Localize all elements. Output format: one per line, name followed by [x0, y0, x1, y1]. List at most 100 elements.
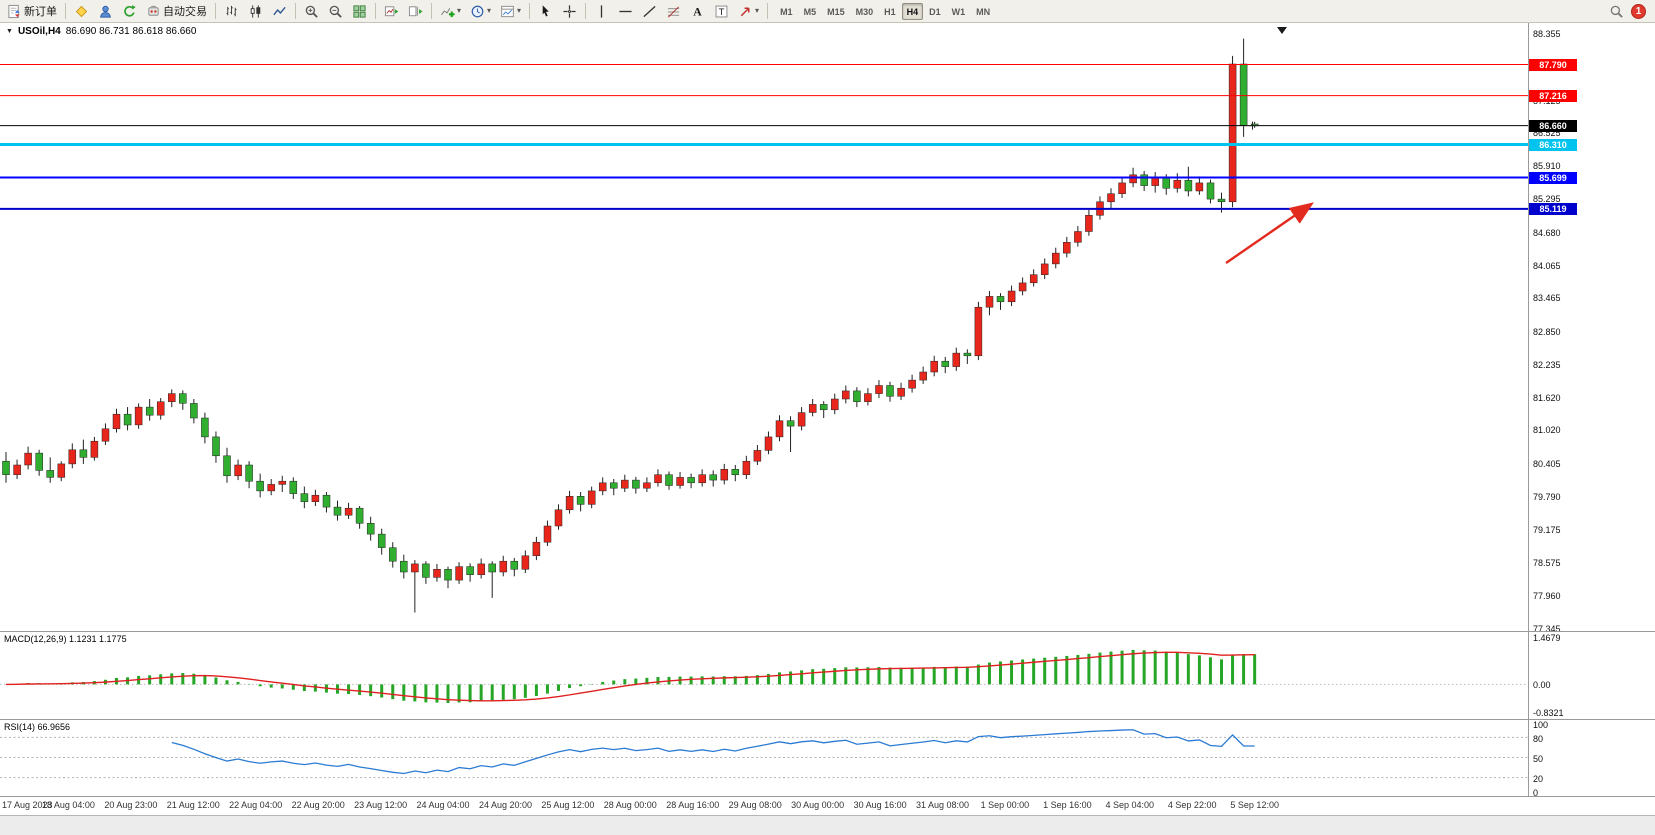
trendline-button[interactable] [638, 1, 661, 21]
price-axis-label: 79.175 [1533, 525, 1561, 536]
bar-chart-icon [224, 4, 239, 19]
timeframe-button-m5[interactable]: M5 [803, 6, 817, 17]
indicator-add-icon [440, 4, 455, 19]
vertical-line-icon [594, 4, 609, 19]
price-axis-label: 88.355 [1533, 29, 1561, 39]
date-axis-label: 17 Aug 2023 [2, 800, 53, 810]
date-axis-label: 24 Aug 20:00 [478, 800, 533, 810]
toolbar-separator [215, 3, 216, 19]
templates-button[interactable]: ▾ [496, 1, 525, 21]
line-chart-icon [272, 4, 287, 19]
timeframe-button-d1[interactable]: D1 [929, 6, 941, 17]
toolbar: 新订单 自动交易 ▾ ▾ ▾ A T ▾ M1 M5 M15 M30 H1 H4 D1 W1 MN 1 [0, 0, 1655, 23]
crosshair-icon [562, 4, 577, 19]
date-axis-label: 22 Aug 04:00 [229, 800, 283, 810]
macd-label: MACD(12,26,9) 1.1231 1.1775 [4, 634, 127, 644]
date-axis-label: 30 Aug 16:00 [853, 800, 907, 810]
level-price-badge: 85.699 [1529, 171, 1577, 184]
macd-axis-label: -0.8321 [1533, 707, 1564, 718]
date-axis-label: 4 Sep 22:00 [1167, 800, 1217, 810]
date-axis-label: 1 Sep 00:00 [980, 800, 1030, 810]
arrow-tool-icon [738, 4, 753, 19]
rsi-axis-label: 80 [1533, 733, 1544, 744]
toolbar-separator [585, 3, 587, 19]
rsi-axis-label: 20 [1533, 774, 1544, 785]
rsi-axis-label: 0 [1533, 788, 1539, 798]
date-axis-label: 18 Aug 04:00 [41, 800, 95, 810]
chart-header: ▼ USOil,H4 86.690 86.731 86.618 86.660 [6, 26, 196, 37]
autotrade-icon [146, 4, 161, 19]
dropdown-arrow-icon: ▾ [457, 6, 462, 15]
arrows-button[interactable]: ▾ [734, 1, 763, 21]
crosshair-button[interactable] [558, 1, 581, 21]
zoom-out-button[interactable] [324, 1, 347, 21]
date-axis-label: 22 Aug 20:00 [291, 800, 345, 810]
macd-canvas[interactable] [0, 632, 1528, 719]
autotrade-button[interactable]: 自动交易 [142, 1, 211, 21]
periods-button[interactable]: ▾ [466, 1, 495, 21]
date-axis-label: 23 Aug 12:00 [354, 800, 408, 810]
macd-axis: 1.4679 0.00 -0.8321 [1528, 632, 1655, 719]
price-chart-canvas[interactable] [0, 23, 1528, 631]
toolbar-separator [431, 3, 432, 19]
timeframe-group: M1 M5 M15 M30 H1 H4 D1 W1 MN [775, 2, 995, 20]
tile-windows-button[interactable] [348, 1, 371, 21]
search-icon[interactable] [1609, 4, 1624, 19]
zoom-in-icon [304, 4, 319, 19]
market-watch-button[interactable] [70, 1, 93, 21]
cursor-icon [538, 4, 553, 19]
toolbar-separator [375, 3, 376, 19]
svg-text:A: A [693, 5, 702, 18]
dropdown-arrow-icon: ▾ [755, 6, 760, 15]
ohlc-values: 86.690 86.731 86.618 86.660 [65, 26, 197, 37]
auto-scroll-button[interactable] [380, 1, 403, 21]
rsi-axis-label: 100 [1533, 720, 1549, 730]
bar-chart-button[interactable] [220, 1, 243, 21]
timeframe-button-mn[interactable]: MN [976, 6, 991, 17]
symbol-collapse-icon[interactable]: ▼ [6, 28, 13, 35]
notification-badge[interactable]: 1 [1631, 3, 1646, 19]
fibonacci-button[interactable] [662, 1, 685, 21]
timeframe-button-w1[interactable]: W1 [951, 6, 966, 17]
toolbar-separator [295, 3, 296, 19]
date-axis-label: 21 Aug 12:00 [166, 800, 220, 810]
new-order-button[interactable]: 新订单 [3, 1, 61, 21]
svg-text:T: T [719, 7, 725, 17]
date-axis-label: 1 Sep 16:00 [1043, 800, 1092, 810]
cursor-button[interactable] [534, 1, 557, 21]
date-axis-label: 29 Aug 08:00 [728, 800, 782, 810]
timeframe-button-m15[interactable]: M15 [827, 6, 845, 17]
candlestick-icon [248, 4, 263, 19]
timeframe-button-h1[interactable]: H1 [884, 6, 896, 17]
toolbar-separator [65, 3, 66, 19]
line-chart-button[interactable] [268, 1, 291, 21]
template-icon [500, 4, 515, 19]
account-button[interactable] [94, 1, 117, 21]
timeframe-button-m30[interactable]: M30 [855, 6, 874, 17]
price-axis[interactable]: 88.35587.73087.12586.52585.91085.29584.6… [1528, 23, 1655, 634]
chart-shift-marker-icon[interactable] [1277, 27, 1287, 34]
text-label-button[interactable]: T [710, 1, 733, 21]
main-chart-panel: ▼ USOil,H4 86.690 86.731 86.618 86.660 8… [0, 23, 1655, 634]
price-axis-label: 84.065 [1533, 260, 1561, 271]
zoom-out-icon [328, 4, 343, 19]
refresh-button[interactable] [118, 1, 141, 21]
text-button[interactable]: A [686, 1, 709, 21]
chart-shift-button[interactable] [404, 1, 427, 21]
chart-window: ▼ USOil,H4 86.690 86.731 86.618 86.660 8… [0, 23, 1655, 815]
vertical-line-button[interactable] [590, 1, 613, 21]
rsi-canvas[interactable] [0, 720, 1528, 796]
toolbar-separator [529, 3, 531, 19]
date-axis[interactable]: 17 Aug 2023 18 Aug 04:00 20 Aug 23:00 21 Au… [0, 796, 1655, 815]
price-axis-label: 78.575 [1533, 557, 1561, 568]
symbol-label: USOil,H4 [17, 26, 61, 37]
date-axis-label: 25 Aug 12:00 [541, 800, 595, 810]
timeframe-button-h4[interactable]: H4 [901, 2, 924, 20]
zoom-in-button[interactable] [300, 1, 323, 21]
timeframe-button-m1[interactable]: M1 [780, 6, 793, 17]
horizontal-line-button[interactable] [614, 1, 637, 21]
candlestick-chart-button[interactable] [244, 1, 267, 21]
indicators-button[interactable]: ▾ [436, 1, 465, 21]
price-axis-label: 80.405 [1533, 458, 1561, 469]
dropdown-arrow-icon: ▾ [487, 6, 492, 15]
